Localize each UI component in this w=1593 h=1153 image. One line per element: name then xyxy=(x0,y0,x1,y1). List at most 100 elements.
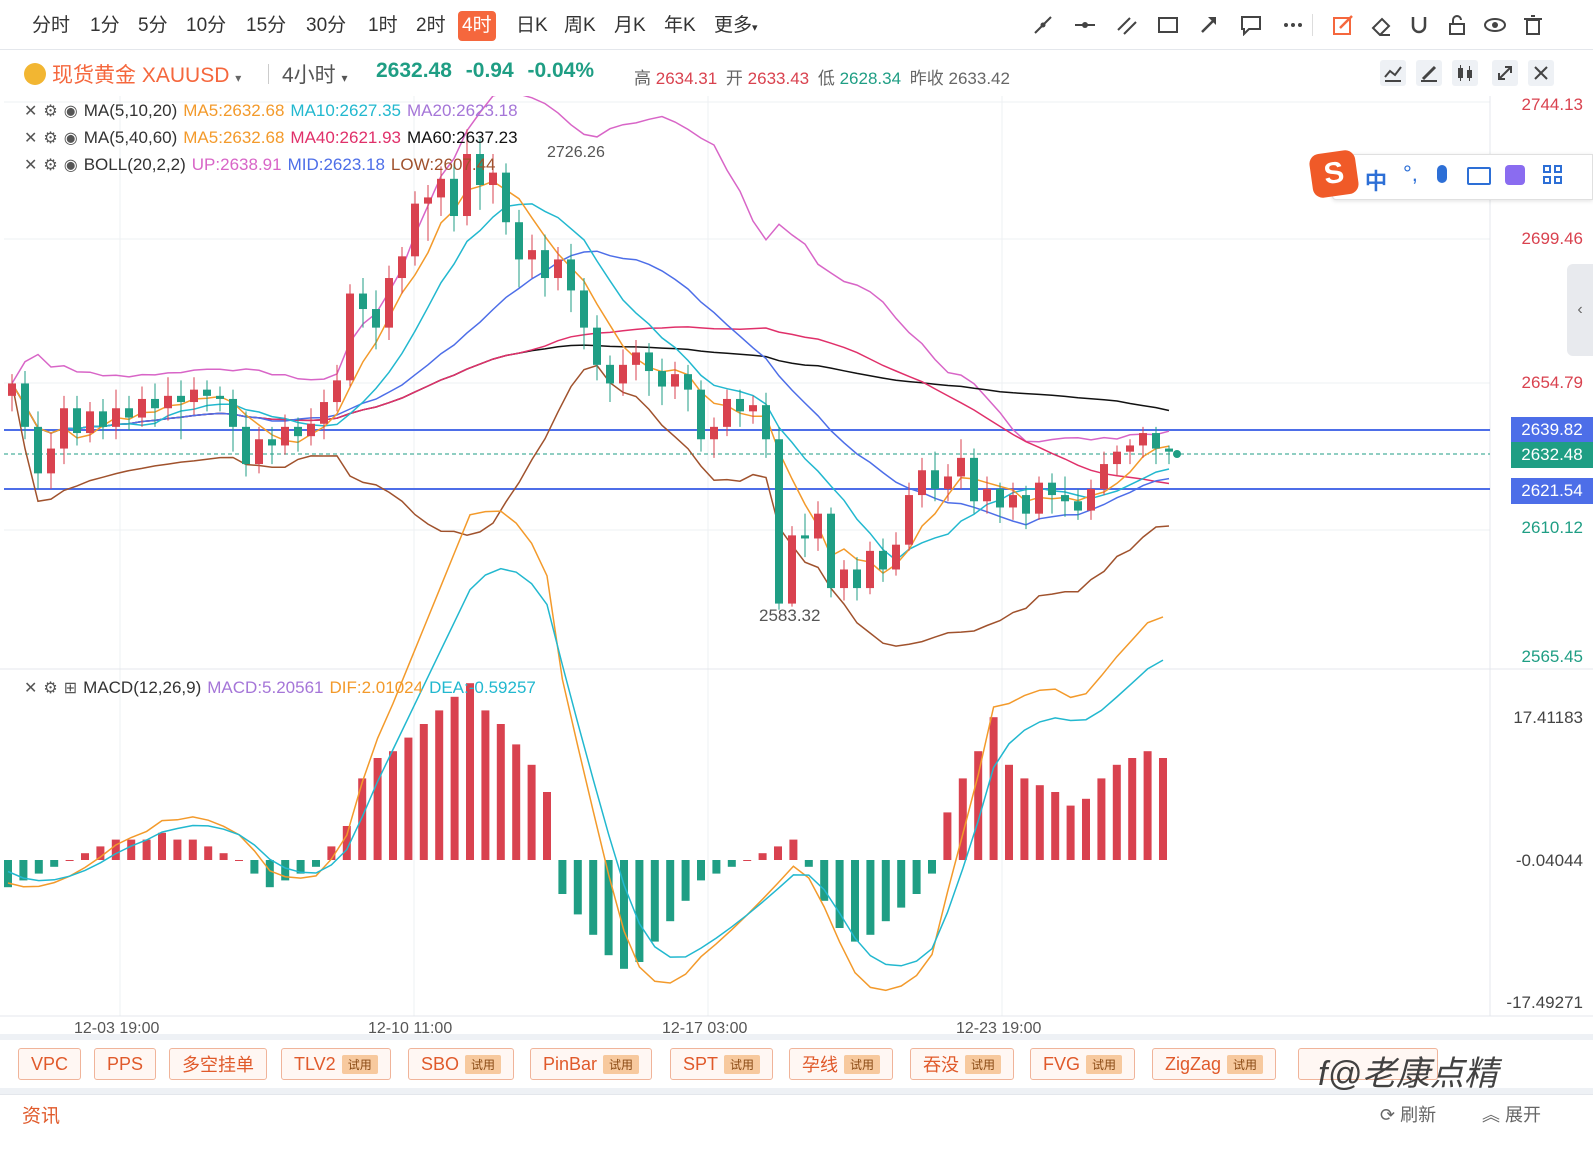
candle-body xyxy=(749,405,757,412)
tf-15min[interactable]: 15分 xyxy=(246,15,287,36)
settings-icon[interactable]: ⚙ xyxy=(43,157,58,174)
ime-voice-icon[interactable] xyxy=(1437,165,1447,183)
tf-1h[interactable]: 1时 xyxy=(368,15,398,36)
draw-icon[interactable] xyxy=(1416,60,1442,86)
refresh-button[interactable]: ⟳ 刷新 xyxy=(1380,1101,1436,1127)
candle-body xyxy=(697,389,705,440)
settings-icon[interactable]: ⚙ xyxy=(43,130,58,147)
eraser-icon[interactable] xyxy=(1368,12,1394,38)
close-icon[interactable] xyxy=(1528,60,1554,86)
tf-10min[interactable]: 10分 xyxy=(186,15,227,36)
ime-menu-icon[interactable] xyxy=(1543,165,1563,185)
chart-area[interactable]: ✕ ⚙ ◉ MA(5,10,20) MA5:2632.68 MA10:2627.… xyxy=(0,95,1593,1037)
close-icon[interactable]: ✕ xyxy=(24,680,38,697)
settings-icon[interactable]: ⚙ xyxy=(43,680,58,697)
expand-button[interactable]: ︽ 展开 xyxy=(1482,1101,1541,1127)
tool-tlv2[interactable]: TLV2 试用 xyxy=(281,1048,391,1080)
close-icon[interactable]: ✕ xyxy=(24,130,38,147)
tool-sbo[interactable]: SBO 试用 xyxy=(408,1048,515,1080)
tf-daily[interactable]: 日K xyxy=(516,15,548,36)
dif-line xyxy=(7,510,1164,992)
close-icon[interactable]: ✕ xyxy=(24,157,38,174)
tf-weekly[interactable]: 周K xyxy=(564,15,596,36)
macd-bar xyxy=(127,839,136,860)
time-axis-label: 12-10 11:00 xyxy=(368,1020,453,1037)
price-axis-label: 2699.46 xyxy=(1521,229,1583,248)
time-axis-label: 12-03 19:00 xyxy=(74,1020,160,1037)
lock-icon[interactable] xyxy=(1444,12,1470,38)
tf-5min[interactable]: 5分 xyxy=(138,15,168,36)
comment-icon[interactable] xyxy=(1238,12,1264,38)
high-label: 高 xyxy=(634,69,651,88)
more-tools-icon[interactable] xyxy=(1280,12,1306,38)
tool-duokong[interactable]: 多空挂单 xyxy=(169,1048,267,1080)
tool-spt[interactable]: SPT 试用 xyxy=(670,1048,774,1080)
tool-fvg[interactable]: FVG 试用 xyxy=(1030,1048,1136,1080)
symbol-info-bar: 现货黄金 XAUUSD ▾ 4小时 ▾ 2632.48 -0.94 -0.04%… xyxy=(0,50,1593,96)
tf-4h[interactable]: 4时 xyxy=(458,11,496,41)
candle-body xyxy=(801,535,809,539)
tf-monthly[interactable]: 月K xyxy=(614,15,646,36)
eye-icon[interactable]: ◉ xyxy=(63,130,78,147)
macd-name: MACD(12,26,9) xyxy=(83,678,202,697)
trial-badge: 试用 xyxy=(1227,1054,1264,1074)
tool-vpc[interactable]: VPC xyxy=(18,1048,82,1080)
horizontal-line-icon[interactable] xyxy=(1072,12,1098,38)
candle-body xyxy=(983,488,991,502)
tool-yunxian[interactable]: 孕线 试用 xyxy=(789,1048,894,1080)
trash-icon[interactable] xyxy=(1520,12,1546,38)
tf-30min[interactable]: 30分 xyxy=(306,15,347,36)
tool-pps[interactable]: PPS xyxy=(94,1048,157,1080)
tf-2h[interactable]: 2时 xyxy=(416,15,446,36)
tf-1min[interactable]: 1分 xyxy=(90,15,120,36)
ime-punctuation-icon[interactable]: °, xyxy=(1403,161,1418,186)
edit-icon[interactable] xyxy=(1330,12,1356,38)
eye-icon[interactable]: ◉ xyxy=(63,157,78,174)
tool-next[interactable] xyxy=(1298,1048,1438,1080)
last-price-dot xyxy=(1173,450,1181,458)
period-selector[interactable]: 4小时 ▾ xyxy=(282,59,348,89)
news-tab[interactable]: 资讯 xyxy=(22,1106,61,1127)
tf-more[interactable]: 更多▾ xyxy=(710,11,762,41)
candle-body xyxy=(788,535,796,604)
rectangle-icon[interactable] xyxy=(1155,12,1181,38)
gold-coin-icon xyxy=(24,63,46,85)
trend-line-icon[interactable] xyxy=(1030,12,1056,38)
macd-bar xyxy=(635,860,644,962)
ime-skin-icon[interactable] xyxy=(1505,165,1525,185)
chart-type-icon[interactable] xyxy=(1380,60,1406,86)
candlestick-icon[interactable] xyxy=(1452,60,1478,86)
tool-pinbar[interactable]: PinBar 试用 xyxy=(530,1048,653,1080)
candle-body xyxy=(879,550,887,570)
eye-icon[interactable]: ◉ xyxy=(63,103,78,120)
arrow-icon[interactable] xyxy=(1196,12,1222,38)
symbol-selector[interactable]: 现货黄金 XAUUSD ▾ xyxy=(52,59,241,89)
candle-body xyxy=(567,259,575,291)
tool-sbo-label: SBO xyxy=(421,1053,460,1074)
macd-bar xyxy=(512,744,521,860)
candle-body xyxy=(1126,445,1134,452)
close-icon[interactable]: ✕ xyxy=(24,103,38,120)
macd-v1: MACD:5.20561 xyxy=(207,678,324,697)
macd-bar xyxy=(188,839,197,860)
trial-badge: 试用 xyxy=(465,1054,502,1074)
magnet-icon[interactable] xyxy=(1406,12,1432,38)
tool-tunmo[interactable]: 吞没 试用 xyxy=(910,1048,1015,1080)
tool-zigzag[interactable]: ZigZag 试用 xyxy=(1152,1048,1277,1080)
expand-icon[interactable]: ⊞ xyxy=(63,680,78,697)
macd-bar xyxy=(604,860,613,956)
settings-icon[interactable]: ⚙ xyxy=(43,103,58,120)
macd-bar xyxy=(866,860,875,935)
ime-language-icon[interactable]: 中 xyxy=(1365,169,1388,194)
parallel-line-icon[interactable] xyxy=(1114,12,1140,38)
lower-line-tag: 2621.54 xyxy=(1511,478,1593,504)
prev-close-label: 昨收 xyxy=(909,69,944,88)
fullscreen-icon[interactable] xyxy=(1492,60,1518,86)
eye-icon[interactable] xyxy=(1482,12,1508,38)
ime-toolbar[interactable]: S 中 °, xyxy=(1308,149,1593,200)
tf-fenshi[interactable]: 分时 xyxy=(32,15,71,36)
collapse-panel-button[interactable]: ‹ xyxy=(1567,264,1593,356)
tf-yearly[interactable]: 年K xyxy=(664,15,696,36)
candle-body xyxy=(541,250,549,279)
ime-keyboard-icon[interactable] xyxy=(1467,167,1491,185)
